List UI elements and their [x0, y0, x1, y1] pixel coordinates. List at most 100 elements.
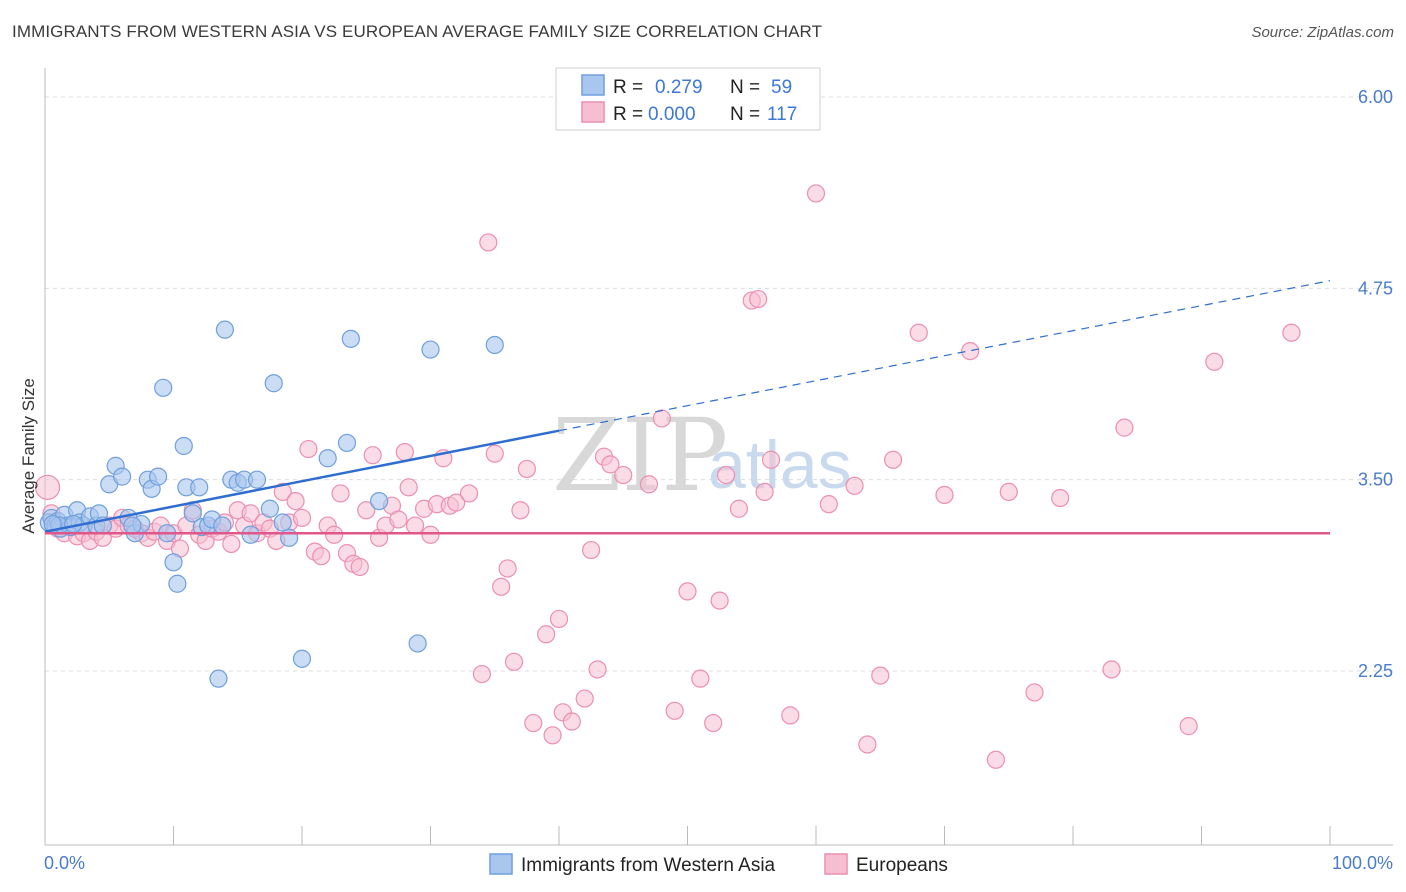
tick-labels: 2.25 3.50 4.75 6.00 0.0% 100.0%	[44, 87, 1393, 873]
europeans-point	[909, 323, 928, 342]
western-asia-point	[215, 320, 234, 339]
legend-n-value-2: 117	[767, 104, 797, 125]
europeans-point	[1179, 717, 1198, 736]
europeans-point	[871, 666, 890, 685]
europeans-point	[241, 504, 260, 523]
axes	[44, 68, 1393, 846]
europeans-point	[999, 482, 1018, 502]
europeans-point	[665, 701, 684, 720]
legend-r-label-1: R =	[613, 77, 643, 98]
watermark-atlas: atlas	[708, 427, 852, 503]
europeans-point	[588, 660, 607, 679]
western-asia-trend-solid	[44, 429, 560, 533]
europeans-point	[472, 664, 491, 684]
trend-lines	[44, 280, 1331, 535]
y-tick-label-3: 6.00	[1358, 87, 1393, 107]
europeans-point	[447, 493, 466, 512]
europeans-point	[639, 475, 659, 494]
x-tick-label-start: 0.0%	[44, 853, 85, 873]
europeans-point	[729, 499, 749, 518]
europeans-point	[601, 455, 620, 474]
europeans-point	[479, 233, 498, 252]
europeans-point	[485, 444, 504, 463]
europeans-point	[331, 484, 350, 503]
europeans-point	[819, 495, 838, 514]
western-asia-point	[370, 491, 389, 511]
europeans-point	[498, 559, 517, 578]
western-asia-point	[174, 436, 193, 456]
western-asia-point	[112, 467, 132, 486]
legend-r-label-2: R =	[613, 104, 643, 125]
europeans-point	[614, 465, 633, 485]
europeans-point	[222, 534, 241, 554]
watermark: ZIP atlas	[552, 397, 852, 514]
western-asia-point	[421, 340, 440, 359]
western-asia-trend-dashed	[558, 280, 1331, 432]
legend-box: R = 0.279 N = 59 R = 0.000 N = 117	[555, 67, 821, 131]
europeans-point	[806, 184, 826, 203]
y-tick-label-1: 3.50	[1358, 470, 1393, 490]
europeans-point	[350, 557, 369, 577]
bottom-legend-label-2: Europeans	[856, 855, 948, 876]
western-asia-point	[154, 378, 173, 397]
western-asia-point	[485, 335, 504, 355]
europeans-point	[716, 465, 736, 485]
western-asia-point	[341, 329, 360, 348]
europeans-point	[1282, 323, 1301, 342]
western-asia-point	[123, 516, 142, 535]
europeans-point	[286, 491, 305, 511]
europeans-point	[1051, 488, 1070, 508]
europeans-point	[582, 540, 601, 560]
europeans-point	[549, 609, 569, 629]
europeans-point	[312, 547, 331, 566]
bottom-legend-swatch-pink	[824, 853, 848, 875]
europeans-point	[678, 582, 697, 601]
series-western-asia-points	[39, 320, 504, 688]
western-asia-point	[190, 478, 209, 497]
europeans-point	[986, 750, 1006, 769]
western-asia-point	[280, 528, 299, 547]
western-asia-point	[408, 634, 427, 653]
legend-swatch-pink	[581, 101, 605, 123]
legend-n-label-1: N =	[730, 77, 760, 98]
western-asia-point	[209, 669, 228, 688]
western-asia-point	[168, 574, 187, 593]
western-asia-point	[213, 516, 232, 535]
europeans-point	[405, 516, 425, 535]
western-asia-point	[241, 525, 260, 544]
europeans-point	[299, 439, 318, 459]
europeans-point	[273, 482, 292, 502]
bottom-legend: Immigrants from Western Asia Europeans	[489, 853, 948, 876]
europeans-point	[691, 669, 710, 688]
europeans-point	[704, 713, 723, 733]
europeans-point	[517, 459, 536, 479]
europeans-point	[1025, 683, 1044, 702]
legend-r-value-2: 0.000	[648, 104, 696, 125]
europeans-point	[34, 474, 61, 500]
europeans-point	[357, 501, 376, 520]
western-asia-point	[260, 499, 279, 518]
source-label: Source: ZipAtlas.com	[1251, 24, 1394, 41]
europeans-point	[1205, 352, 1224, 371]
western-asia-point	[183, 504, 202, 523]
europeans-point	[543, 726, 562, 745]
europeans-point	[761, 450, 781, 469]
europeans-point	[459, 484, 479, 503]
europeans-point	[399, 478, 418, 497]
europeans-point	[1102, 660, 1121, 679]
western-asia-point	[264, 374, 283, 393]
europeans-point	[710, 591, 729, 610]
western-asia-point	[164, 553, 183, 572]
legend-swatch-blue	[581, 74, 605, 96]
y-tick-label-2: 4.75	[1358, 278, 1393, 298]
grid-lines	[45, 96, 1393, 672]
europeans-point	[363, 446, 382, 465]
legend-n-label-2: N =	[730, 104, 760, 125]
europeans-point	[749, 289, 768, 309]
europeans-point	[395, 443, 414, 462]
europeans-point	[652, 409, 671, 428]
chart-title: IMMIGRANTS FROM WESTERN ASIA VS EUROPEAN…	[12, 22, 823, 41]
europeans-point	[935, 485, 954, 505]
europeans-point	[421, 525, 440, 544]
